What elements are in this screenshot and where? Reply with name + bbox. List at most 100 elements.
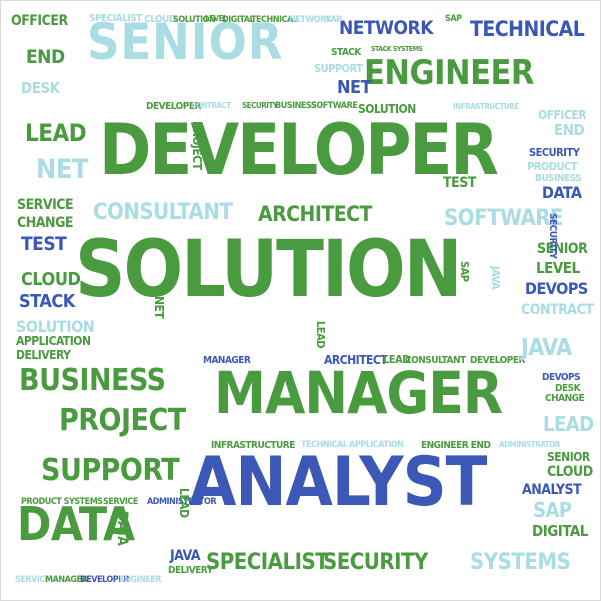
cloud-word: CHANGE	[545, 393, 585, 404]
cloud-word: END	[554, 121, 585, 139]
cloud-word: JAVA	[489, 266, 502, 290]
cloud-word: SERVICE	[103, 497, 138, 507]
cloud-word: END	[26, 46, 65, 68]
cloud-word: MANAGER	[45, 575, 88, 585]
cloud-word: CONTRACT	[521, 302, 594, 318]
cloud-word: OFFICER	[11, 13, 68, 29]
cloud-word: JAVA	[170, 548, 201, 564]
cloud-word: ANALYST	[189, 443, 487, 522]
cloud-word: SAP	[325, 15, 342, 25]
cloud-word: SECURITY	[529, 146, 580, 159]
cloud-word: INFRASTRUCTURE	[211, 440, 295, 451]
cloud-word: OFFICER	[538, 108, 587, 122]
cloud-word: PROJECT	[59, 403, 186, 438]
cloud-word: NET	[152, 296, 166, 319]
cloud-word: STACK SYSTEMS	[371, 45, 423, 53]
cloud-word: TEST	[443, 175, 476, 191]
cloud-word: LEVEL	[205, 14, 228, 23]
cloud-word: DELIVERY	[16, 348, 71, 362]
cloud-word: CHANGE	[17, 215, 74, 231]
cloud-word: SPECIALIST	[89, 13, 142, 24]
cloud-word: SPECIALIST	[206, 550, 329, 575]
cloud-word: SOLUTION	[358, 102, 416, 116]
cloud-word: DATA	[542, 183, 582, 202]
cloud-word: ENGINEER	[364, 53, 534, 93]
cloud-word: LEAD	[177, 488, 191, 518]
cloud-word: LEAD	[543, 412, 594, 436]
cloud-word: LEAD	[25, 119, 87, 147]
cloud-word: MANAGER	[214, 359, 503, 427]
cloud-word: SENIOR	[87, 13, 284, 71]
cloud-word: TEST	[21, 233, 67, 255]
cloud-word: PROJECT	[190, 121, 204, 170]
cloud-word: BUSINESS	[535, 173, 582, 184]
cloud-word: NET	[337, 77, 372, 98]
cloud-word: ANALYST	[522, 482, 582, 498]
cloud-word: SOLUTION	[16, 317, 95, 336]
cloud-word: DEVOPS	[525, 279, 588, 298]
cloud-word: CLOUD	[21, 269, 81, 290]
cloud-word: TECHNICAL	[470, 17, 585, 41]
cloud-word: DESK	[21, 79, 60, 97]
cloud-word: SECURITY	[242, 101, 278, 110]
cloud-word: DIGITAL	[222, 15, 255, 25]
cloud-word: JAVA	[521, 335, 572, 361]
cloud-word: BUSINESS	[275, 101, 317, 111]
cloud-word: ARCHITECT	[258, 202, 372, 226]
cloud-word: MANAGER	[203, 355, 251, 366]
cloud-word: LEVEL	[536, 259, 580, 277]
cloud-word: CLOUD	[144, 14, 176, 25]
cloud-word: CLOUD	[547, 464, 593, 480]
cloud-word: SUPPORT	[41, 453, 180, 488]
cloud-word: SOLUTION	[75, 225, 462, 315]
cloud-word: ARCHITECT	[324, 353, 388, 367]
cloud-word: STACK	[331, 47, 361, 58]
cloud-word: SECURITY	[547, 213, 558, 259]
cloud-word: SAP	[533, 498, 572, 522]
cloud-word: DATA	[114, 511, 130, 546]
cloud-word: NETWORK	[339, 17, 433, 39]
cloud-word: SERVICE	[15, 575, 50, 585]
cloud-word: TECHNICAL	[251, 15, 298, 25]
cloud-word: SOFTWARE	[311, 101, 358, 111]
cloud-word: CONSULTANT	[93, 200, 233, 225]
cloud-word: SOLUTION	[173, 15, 216, 25]
cloud-word: DESK	[555, 383, 581, 394]
cloud-word: ADMINISTRATOR	[147, 497, 217, 507]
cloud-word: SUPPORT	[314, 62, 363, 75]
cloud-word: DEVELOPER	[99, 109, 499, 191]
cloud-word: DELIVERY	[168, 565, 213, 576]
cloud-word: ADMINISTRATOR	[499, 440, 560, 449]
cloud-word: APPLICATION	[16, 334, 91, 348]
cloud-word: ENGINEER	[119, 575, 162, 585]
cloud-word: TECHNICAL	[301, 440, 348, 450]
cloud-word: STACK	[19, 291, 75, 312]
cloud-word: DEVELOPER	[470, 355, 525, 366]
cloud-word: SERVICE	[17, 197, 74, 213]
cloud-word: NETWORK	[289, 15, 332, 25]
cloud-word: CONTRACT	[191, 101, 231, 110]
cloud-word: DATA	[17, 497, 135, 551]
cloud-word: ENGINEER END	[421, 440, 491, 451]
cloud-word: LEAD	[383, 353, 410, 366]
cloud-word: PRODUCT	[527, 160, 578, 173]
cloud-word: SENIOR	[547, 450, 590, 464]
cloud-word: PRODUCT SYSTEMS	[21, 497, 103, 507]
cloud-word: DEVELOPER	[80, 575, 129, 585]
cloud-word: SAP	[458, 261, 471, 282]
cloud-word: SENIOR	[537, 241, 588, 257]
cloud-word: SECURITY	[323, 550, 428, 575]
cloud-word: SAP	[445, 14, 462, 24]
cloud-word: APPLICATION	[349, 440, 404, 450]
cloud-word: CONSULTANT	[405, 355, 466, 366]
cloud-word: SYSTEMS	[470, 550, 571, 575]
cloud-word: LEAD	[314, 321, 327, 348]
cloud-word: SOFTWARE	[444, 206, 564, 231]
cloud-word: DEVOPS	[542, 372, 581, 383]
cloud-word: DIGITAL	[532, 522, 588, 540]
cloud-word: DEVELOPER	[146, 101, 201, 112]
cloud-word: INFRASTRUCTURE	[453, 102, 519, 111]
cloud-word: NET	[36, 154, 89, 185]
cloud-word: BUSINESS	[19, 363, 166, 398]
